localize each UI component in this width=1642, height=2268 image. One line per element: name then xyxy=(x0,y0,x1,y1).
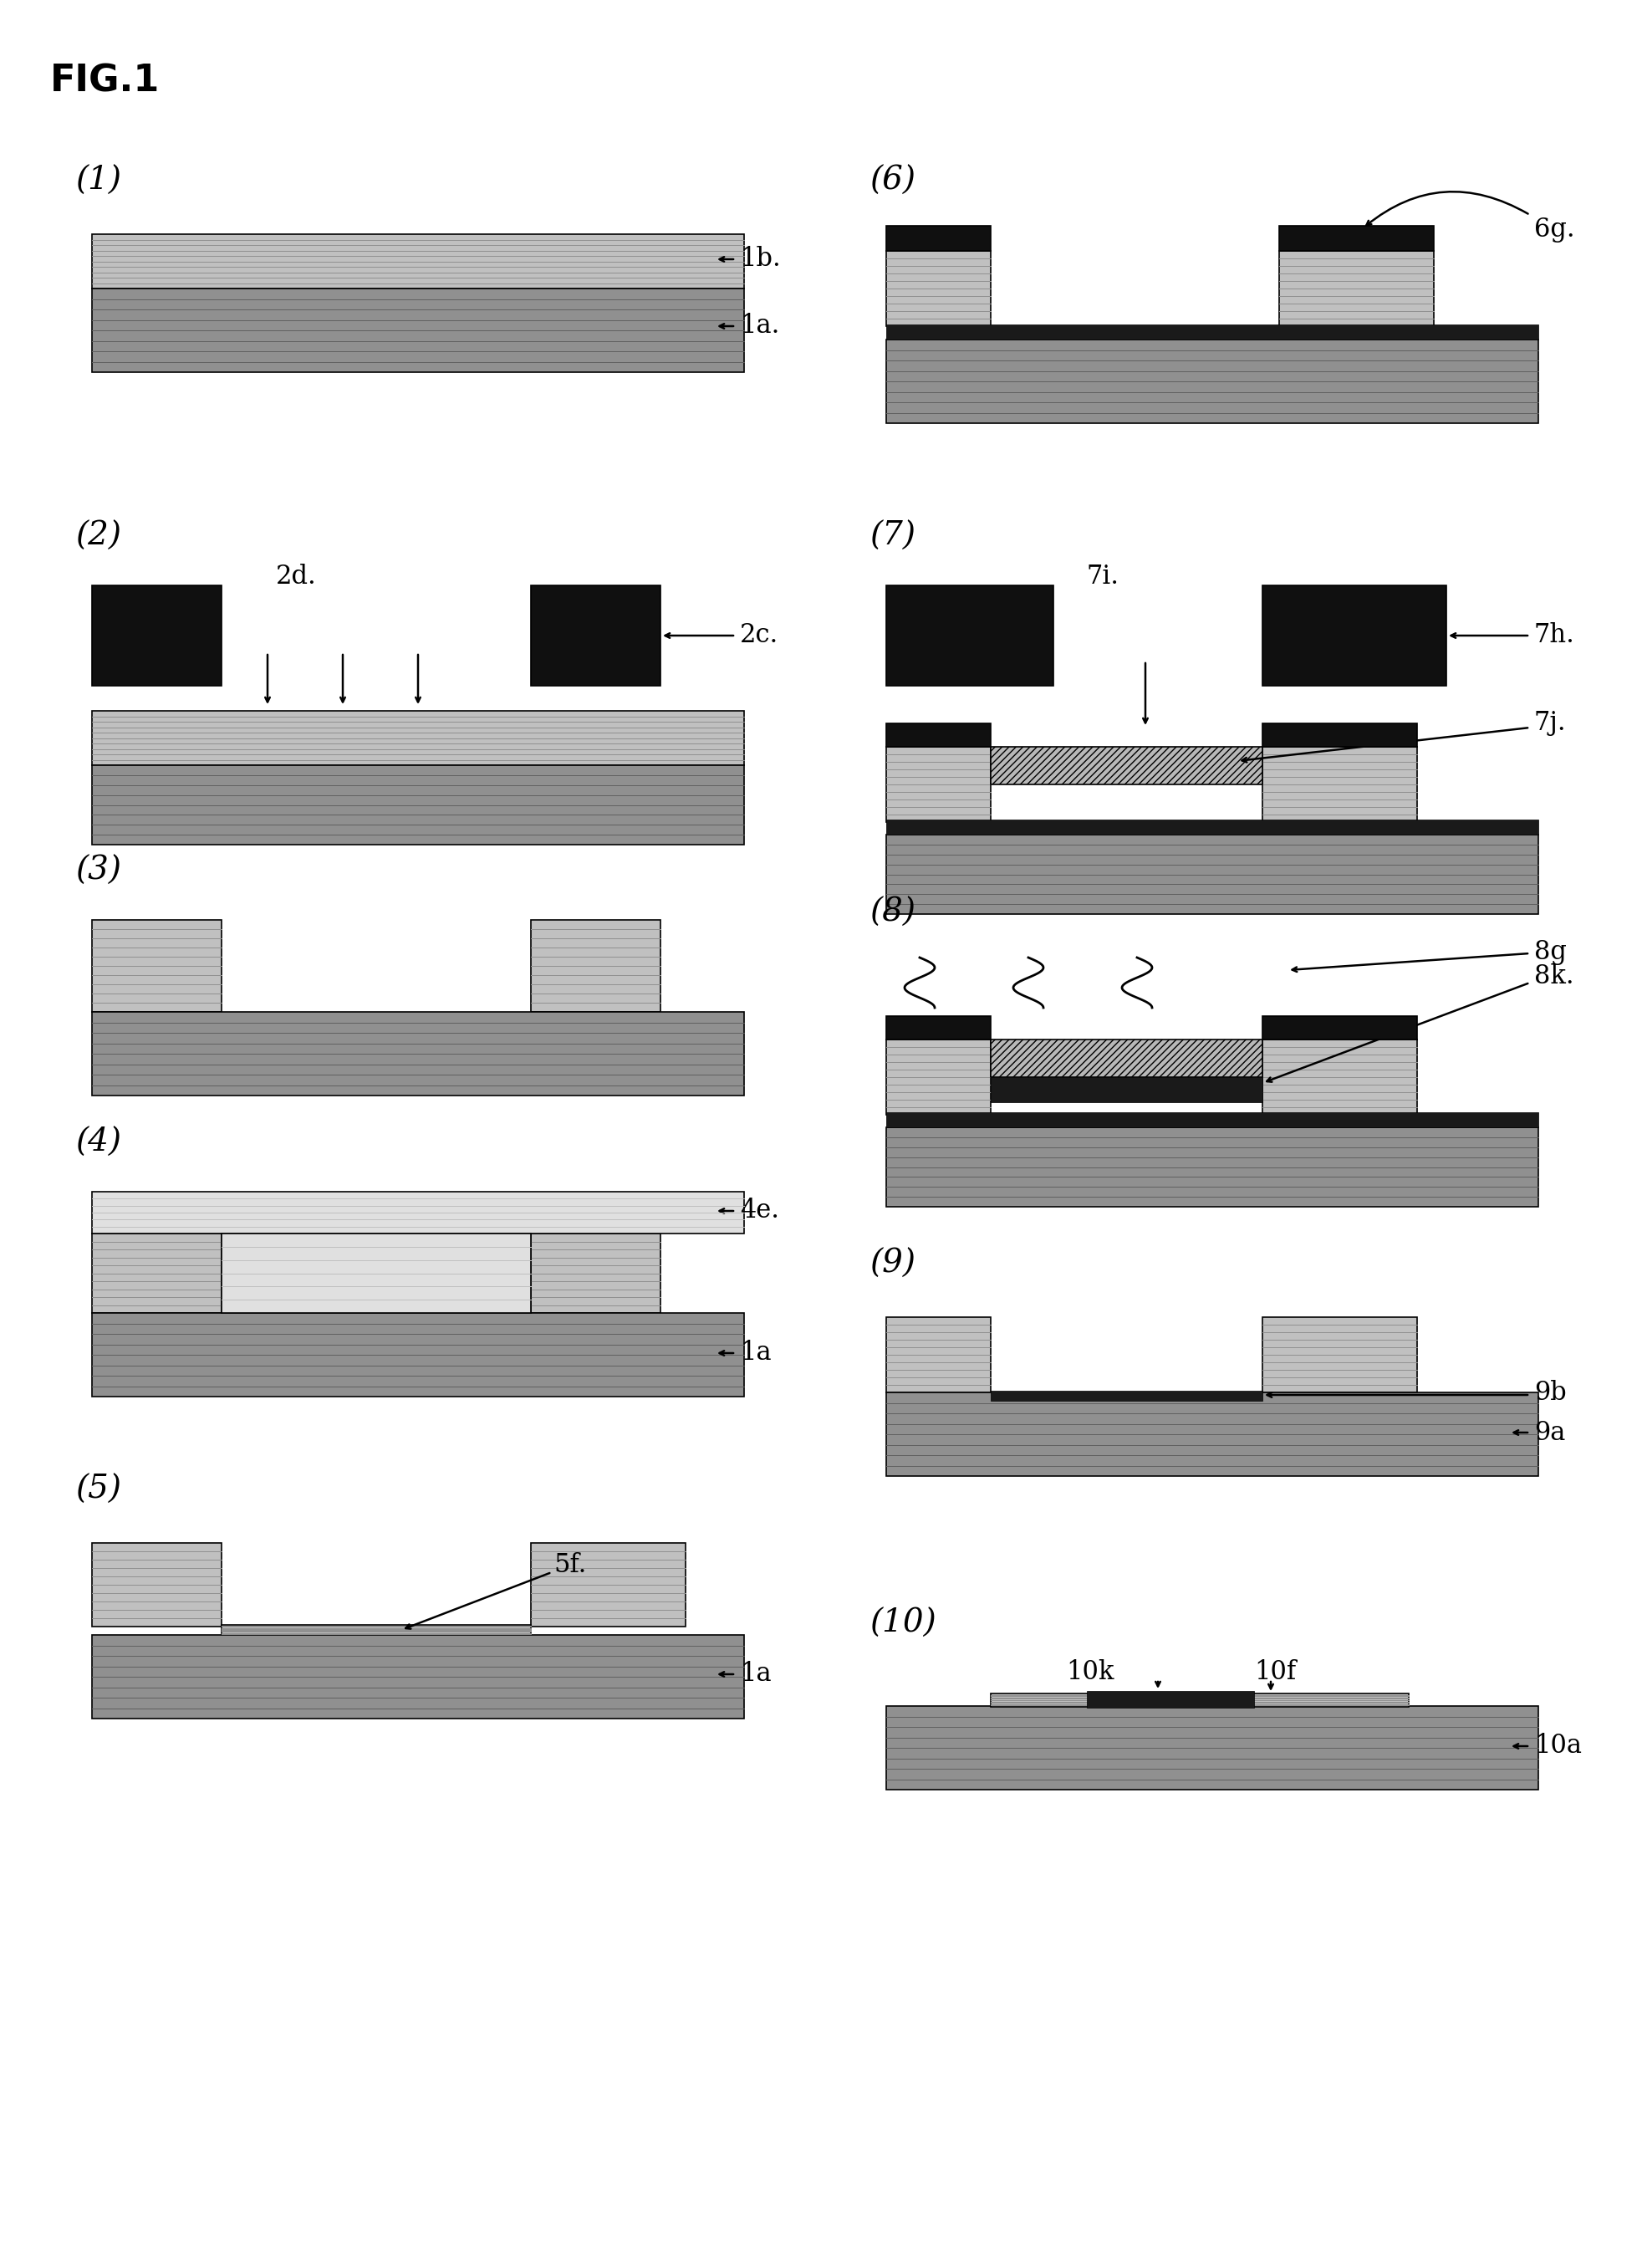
Bar xyxy=(887,585,1054,685)
Text: 1a.: 1a. xyxy=(741,313,780,340)
Text: (3): (3) xyxy=(76,855,122,887)
Bar xyxy=(1263,746,1417,821)
Bar xyxy=(92,1234,222,1313)
Bar xyxy=(990,1390,1263,1402)
Bar xyxy=(92,234,744,288)
Bar xyxy=(222,1234,530,1313)
Text: 10f: 10f xyxy=(1254,1660,1296,1685)
Text: (10): (10) xyxy=(870,1608,936,1640)
Text: 4e.: 4e. xyxy=(741,1198,780,1225)
Bar xyxy=(1087,1692,1254,1708)
Bar xyxy=(92,764,744,844)
Bar xyxy=(887,252,990,327)
Text: 6g.: 6g. xyxy=(1534,218,1575,243)
Text: (8): (8) xyxy=(870,898,916,928)
Text: (1): (1) xyxy=(76,166,122,197)
Bar xyxy=(887,1393,1539,1476)
Bar xyxy=(887,1127,1539,1207)
Text: 9b: 9b xyxy=(1534,1379,1566,1406)
Bar xyxy=(530,1542,686,1626)
Text: 1b.: 1b. xyxy=(741,247,780,272)
Text: 1a: 1a xyxy=(741,1340,772,1365)
Text: (6): (6) xyxy=(870,166,916,197)
Text: 8k.: 8k. xyxy=(1534,964,1575,989)
Text: 5f.: 5f. xyxy=(553,1554,586,1579)
Bar xyxy=(92,1635,744,1719)
Bar xyxy=(887,340,1539,424)
Bar xyxy=(1263,1039,1417,1116)
Text: (9): (9) xyxy=(870,1250,916,1279)
Bar xyxy=(530,585,660,685)
Bar xyxy=(92,710,744,764)
Text: (5): (5) xyxy=(76,1474,122,1506)
Bar xyxy=(92,288,744,372)
Text: 8g: 8g xyxy=(1534,939,1566,964)
Bar xyxy=(530,1234,660,1313)
Text: 1a: 1a xyxy=(741,1660,772,1687)
Bar xyxy=(887,1039,990,1116)
Bar xyxy=(990,1077,1263,1102)
Bar xyxy=(92,921,222,1012)
Bar xyxy=(887,835,1539,914)
Bar xyxy=(1263,723,1417,746)
Bar xyxy=(887,1111,1539,1127)
Bar xyxy=(92,1012,744,1095)
Text: (4): (4) xyxy=(76,1127,122,1159)
Bar xyxy=(887,723,990,746)
Bar xyxy=(887,819,1539,835)
Text: 10k: 10k xyxy=(1066,1660,1113,1685)
Bar xyxy=(887,1016,990,1039)
Text: 7i.: 7i. xyxy=(1087,565,1120,590)
Bar xyxy=(92,1313,744,1397)
Bar xyxy=(1263,1016,1417,1039)
Text: 7j.: 7j. xyxy=(1534,710,1566,737)
Text: 7h.: 7h. xyxy=(1534,624,1575,649)
Bar xyxy=(1263,1318,1417,1393)
Text: 2d.: 2d. xyxy=(276,565,317,590)
Bar xyxy=(887,746,990,821)
Bar xyxy=(1279,252,1433,327)
Bar xyxy=(530,921,660,1012)
Text: 9a: 9a xyxy=(1534,1420,1565,1445)
Text: (7): (7) xyxy=(870,522,916,551)
Text: FIG.1: FIG.1 xyxy=(51,64,159,100)
Text: (2): (2) xyxy=(76,522,122,551)
Bar xyxy=(990,746,1263,785)
Text: 10a: 10a xyxy=(1534,1733,1581,1760)
Bar xyxy=(887,227,990,252)
Bar xyxy=(887,1318,990,1393)
Bar xyxy=(222,1624,530,1635)
Bar xyxy=(990,1039,1263,1077)
Text: 2c.: 2c. xyxy=(741,624,778,649)
Bar xyxy=(990,1694,1409,1708)
Bar xyxy=(92,1191,744,1234)
Bar xyxy=(92,1542,222,1626)
Bar xyxy=(92,585,222,685)
Bar xyxy=(1263,585,1447,685)
Bar xyxy=(887,1706,1539,1789)
Bar xyxy=(887,324,1539,340)
Bar xyxy=(1279,227,1433,252)
